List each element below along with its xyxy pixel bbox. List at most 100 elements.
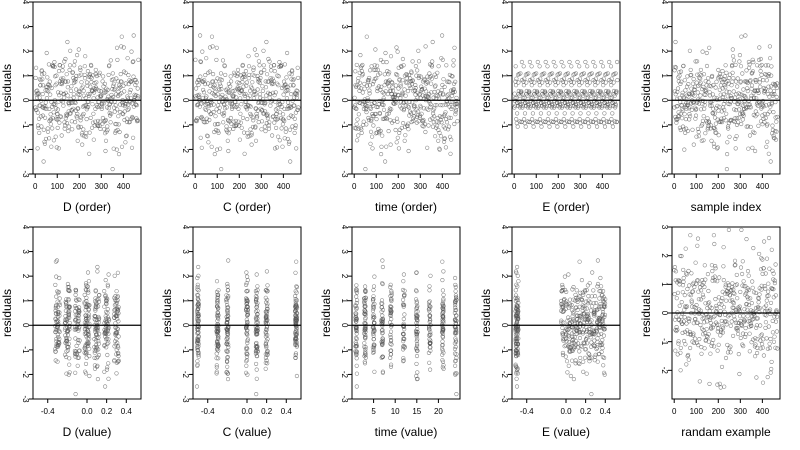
data-point xyxy=(382,72,387,77)
data-point xyxy=(360,62,365,68)
data-point xyxy=(195,327,201,332)
data-point xyxy=(692,87,697,92)
data-point xyxy=(582,89,587,94)
plot-frame xyxy=(671,1,781,175)
data-point xyxy=(356,112,361,117)
data-point xyxy=(390,80,395,86)
data-point xyxy=(94,305,99,310)
data-point xyxy=(601,95,606,100)
data-point xyxy=(115,311,120,316)
data-point xyxy=(513,103,518,108)
data-point xyxy=(208,103,213,108)
x-tick-label: 0.0 xyxy=(81,407,93,416)
data-point xyxy=(43,100,48,105)
x-tick-label: 300 xyxy=(574,182,588,191)
data-point xyxy=(102,343,107,348)
data-point xyxy=(64,121,69,126)
data-point xyxy=(589,340,594,345)
data-point xyxy=(601,117,606,122)
data-point xyxy=(93,288,98,293)
data-point xyxy=(113,325,118,330)
data-point xyxy=(373,111,379,116)
x-tick-label: 0 xyxy=(672,407,677,416)
data-point xyxy=(289,72,294,77)
x-tick-label: 0.2 xyxy=(101,407,113,416)
data-point xyxy=(581,292,586,297)
data-point xyxy=(773,115,778,120)
data-point xyxy=(86,333,91,338)
data-point xyxy=(121,83,126,88)
data-point xyxy=(265,113,270,119)
data-point xyxy=(59,133,64,138)
data-point xyxy=(84,283,89,288)
y-tick-label: -1 xyxy=(660,121,669,129)
data-point xyxy=(46,83,51,88)
data-point xyxy=(60,64,65,69)
data-point xyxy=(76,47,81,52)
y-tick-label: 3 xyxy=(340,249,349,254)
data-point xyxy=(205,133,210,138)
data-point xyxy=(263,334,268,339)
data-point xyxy=(684,126,689,131)
data-point xyxy=(62,120,67,125)
data-point xyxy=(264,358,269,363)
data-point xyxy=(255,319,260,324)
data-point xyxy=(263,109,268,114)
data-point xyxy=(562,344,567,349)
data-point xyxy=(737,107,742,112)
data-point xyxy=(695,126,701,131)
data-point xyxy=(453,299,458,304)
data-point xyxy=(195,275,200,281)
data-point xyxy=(714,130,719,135)
y-tick-label: 4 xyxy=(500,0,509,5)
data-point xyxy=(216,288,221,293)
data-point xyxy=(715,382,720,387)
data-point xyxy=(595,284,600,289)
x-axis-label: D (order) xyxy=(63,200,111,214)
data-point xyxy=(598,89,603,94)
data-point xyxy=(519,59,524,65)
data-point xyxy=(116,152,122,157)
data-point xyxy=(76,125,81,130)
data-point xyxy=(78,124,83,129)
data-point xyxy=(361,119,366,124)
data-point xyxy=(267,95,272,100)
data-point xyxy=(764,144,769,149)
y-tick-label: 2 xyxy=(181,274,190,279)
data-point xyxy=(77,305,82,310)
data-point xyxy=(112,86,118,91)
data-point xyxy=(219,167,224,172)
data-point xyxy=(581,71,586,76)
data-point xyxy=(89,80,94,85)
data-point xyxy=(243,91,248,96)
data-point xyxy=(724,89,729,94)
data-point xyxy=(452,45,457,50)
data-point xyxy=(363,355,368,360)
x-axis-label: E (order) xyxy=(542,200,589,214)
data-point xyxy=(245,340,250,346)
data-point xyxy=(118,72,123,77)
data-point xyxy=(581,119,586,124)
data-point xyxy=(590,89,595,94)
data-point xyxy=(100,115,105,121)
data-point xyxy=(380,281,385,287)
data-point xyxy=(226,345,231,350)
data-point xyxy=(207,45,213,50)
data-point xyxy=(118,79,123,84)
data-point xyxy=(696,134,701,139)
data-point xyxy=(65,39,70,45)
data-point xyxy=(201,90,207,95)
data-point xyxy=(54,339,59,344)
data-point xyxy=(73,76,78,82)
data-point xyxy=(760,380,766,385)
data-point xyxy=(123,134,129,139)
data-point xyxy=(437,114,442,119)
data-point xyxy=(583,59,588,65)
data-point xyxy=(229,106,235,111)
data-point xyxy=(448,151,453,156)
data-point xyxy=(107,63,112,68)
data-point xyxy=(203,82,208,87)
data-point xyxy=(73,79,78,84)
data-point xyxy=(701,138,706,143)
